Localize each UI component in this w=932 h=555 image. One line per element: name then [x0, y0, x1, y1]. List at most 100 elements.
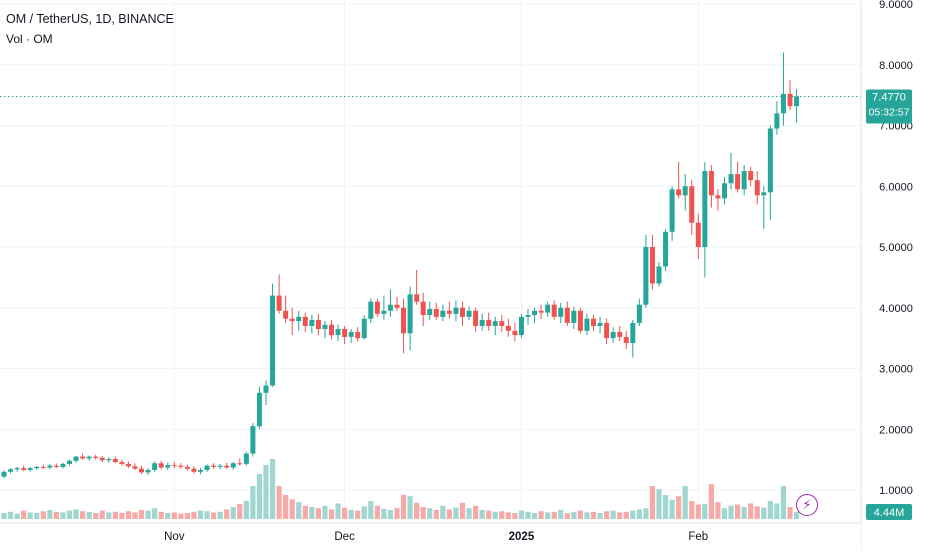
volume-badge: 4.44M	[866, 504, 912, 520]
candle	[86, 455, 92, 461]
candle-body	[165, 465, 171, 468]
candle	[479, 313, 485, 331]
volume-bar	[604, 511, 610, 519]
volume-bar	[623, 511, 629, 519]
volume-bar	[715, 502, 721, 519]
candle-body	[433, 308, 439, 317]
candle-body	[230, 463, 236, 468]
candle-body	[479, 319, 485, 326]
candle	[53, 463, 59, 469]
candle	[564, 301, 570, 326]
candle	[571, 306, 577, 330]
candle	[518, 313, 524, 339]
volume-bar	[27, 512, 33, 519]
symbol-title[interactable]: OM / TetherUS, 1D, BINANCE	[6, 12, 174, 26]
volume-bar	[446, 509, 452, 519]
candle-body	[270, 295, 276, 386]
candle	[132, 463, 138, 470]
candle-body	[532, 310, 538, 316]
volume-bar	[525, 511, 531, 519]
candle-body	[623, 336, 629, 343]
volume-bar	[459, 502, 466, 519]
candle	[348, 329, 354, 343]
last-price-label: 7.4770 05:32:57	[866, 89, 912, 124]
candle	[420, 292, 426, 326]
candle-body	[211, 465, 217, 467]
volume-bar	[708, 484, 714, 519]
volume-bar	[348, 510, 354, 519]
candle	[8, 468, 14, 474]
volume-bars	[1, 459, 800, 519]
candle-body	[525, 315, 531, 317]
candle	[289, 307, 295, 336]
candle-body	[499, 321, 505, 326]
candle	[99, 455, 105, 463]
candle	[139, 465, 145, 475]
candle	[256, 386, 262, 430]
candle-body	[728, 174, 734, 184]
volume-bar	[256, 474, 263, 519]
volume-bar	[119, 513, 125, 519]
time-axis-label: Dec	[334, 531, 355, 543]
candle-body	[545, 304, 551, 313]
volume-bar	[80, 511, 86, 519]
volume-bar	[138, 510, 145, 519]
last-price-value: 7.4770	[872, 92, 906, 104]
candle-body	[171, 465, 177, 467]
candle-body	[8, 469, 14, 472]
candle-body	[276, 295, 282, 311]
price-axis-panel[interactable]	[861, 0, 932, 550]
candle	[689, 180, 695, 235]
candle	[40, 464, 46, 469]
candle-body	[250, 426, 256, 454]
volume-bar	[14, 513, 20, 519]
candle-body	[289, 318, 295, 322]
candle-body	[702, 171, 708, 247]
volume-bar	[374, 505, 380, 519]
candle	[374, 298, 380, 317]
candle-body	[407, 294, 413, 334]
volume-bar	[466, 508, 472, 519]
price-tick-label: 5.0000	[879, 242, 913, 254]
volume-bar	[322, 505, 328, 519]
lightning-icon[interactable]: ⚡	[796, 494, 818, 516]
time-axis-panel[interactable]	[0, 523, 861, 550]
candle	[735, 161, 741, 193]
volume-bar	[545, 512, 551, 519]
volume-bar	[263, 465, 269, 519]
price-tick-label: 2.0000	[879, 424, 913, 436]
candle-body	[86, 456, 92, 459]
volume-bar	[427, 508, 433, 519]
candle	[80, 453, 86, 460]
volume-badge-text: 4.44M	[874, 507, 905, 519]
volume-bar	[106, 512, 112, 519]
candle	[191, 466, 197, 474]
candle-body	[722, 183, 727, 199]
candle-body	[682, 186, 688, 196]
volume-bar	[453, 507, 459, 519]
candle-body	[237, 463, 243, 465]
volume-bar	[125, 511, 132, 519]
volume-bar	[793, 511, 800, 519]
candle	[649, 234, 655, 290]
grid-lines	[0, 0, 861, 523]
candle	[198, 468, 203, 475]
candle-body	[414, 294, 420, 302]
candle-body	[184, 466, 190, 469]
candle	[656, 262, 662, 287]
candle-body	[80, 456, 86, 459]
candle	[322, 321, 328, 339]
candle-body	[636, 304, 642, 323]
volume-bar	[381, 508, 387, 519]
volume-bar	[99, 510, 105, 519]
candle-body	[47, 465, 53, 468]
volume-bar	[518, 510, 525, 519]
time-axis-label: 2025	[509, 531, 535, 543]
candle	[787, 79, 793, 111]
volume-badge-box	[866, 504, 912, 520]
chart-legend: OM / TetherUS, 1D, BINANCE Vol · OM	[6, 9, 174, 49]
candle-body	[21, 468, 27, 470]
volume-legend[interactable]: Vol · OM	[6, 32, 53, 46]
